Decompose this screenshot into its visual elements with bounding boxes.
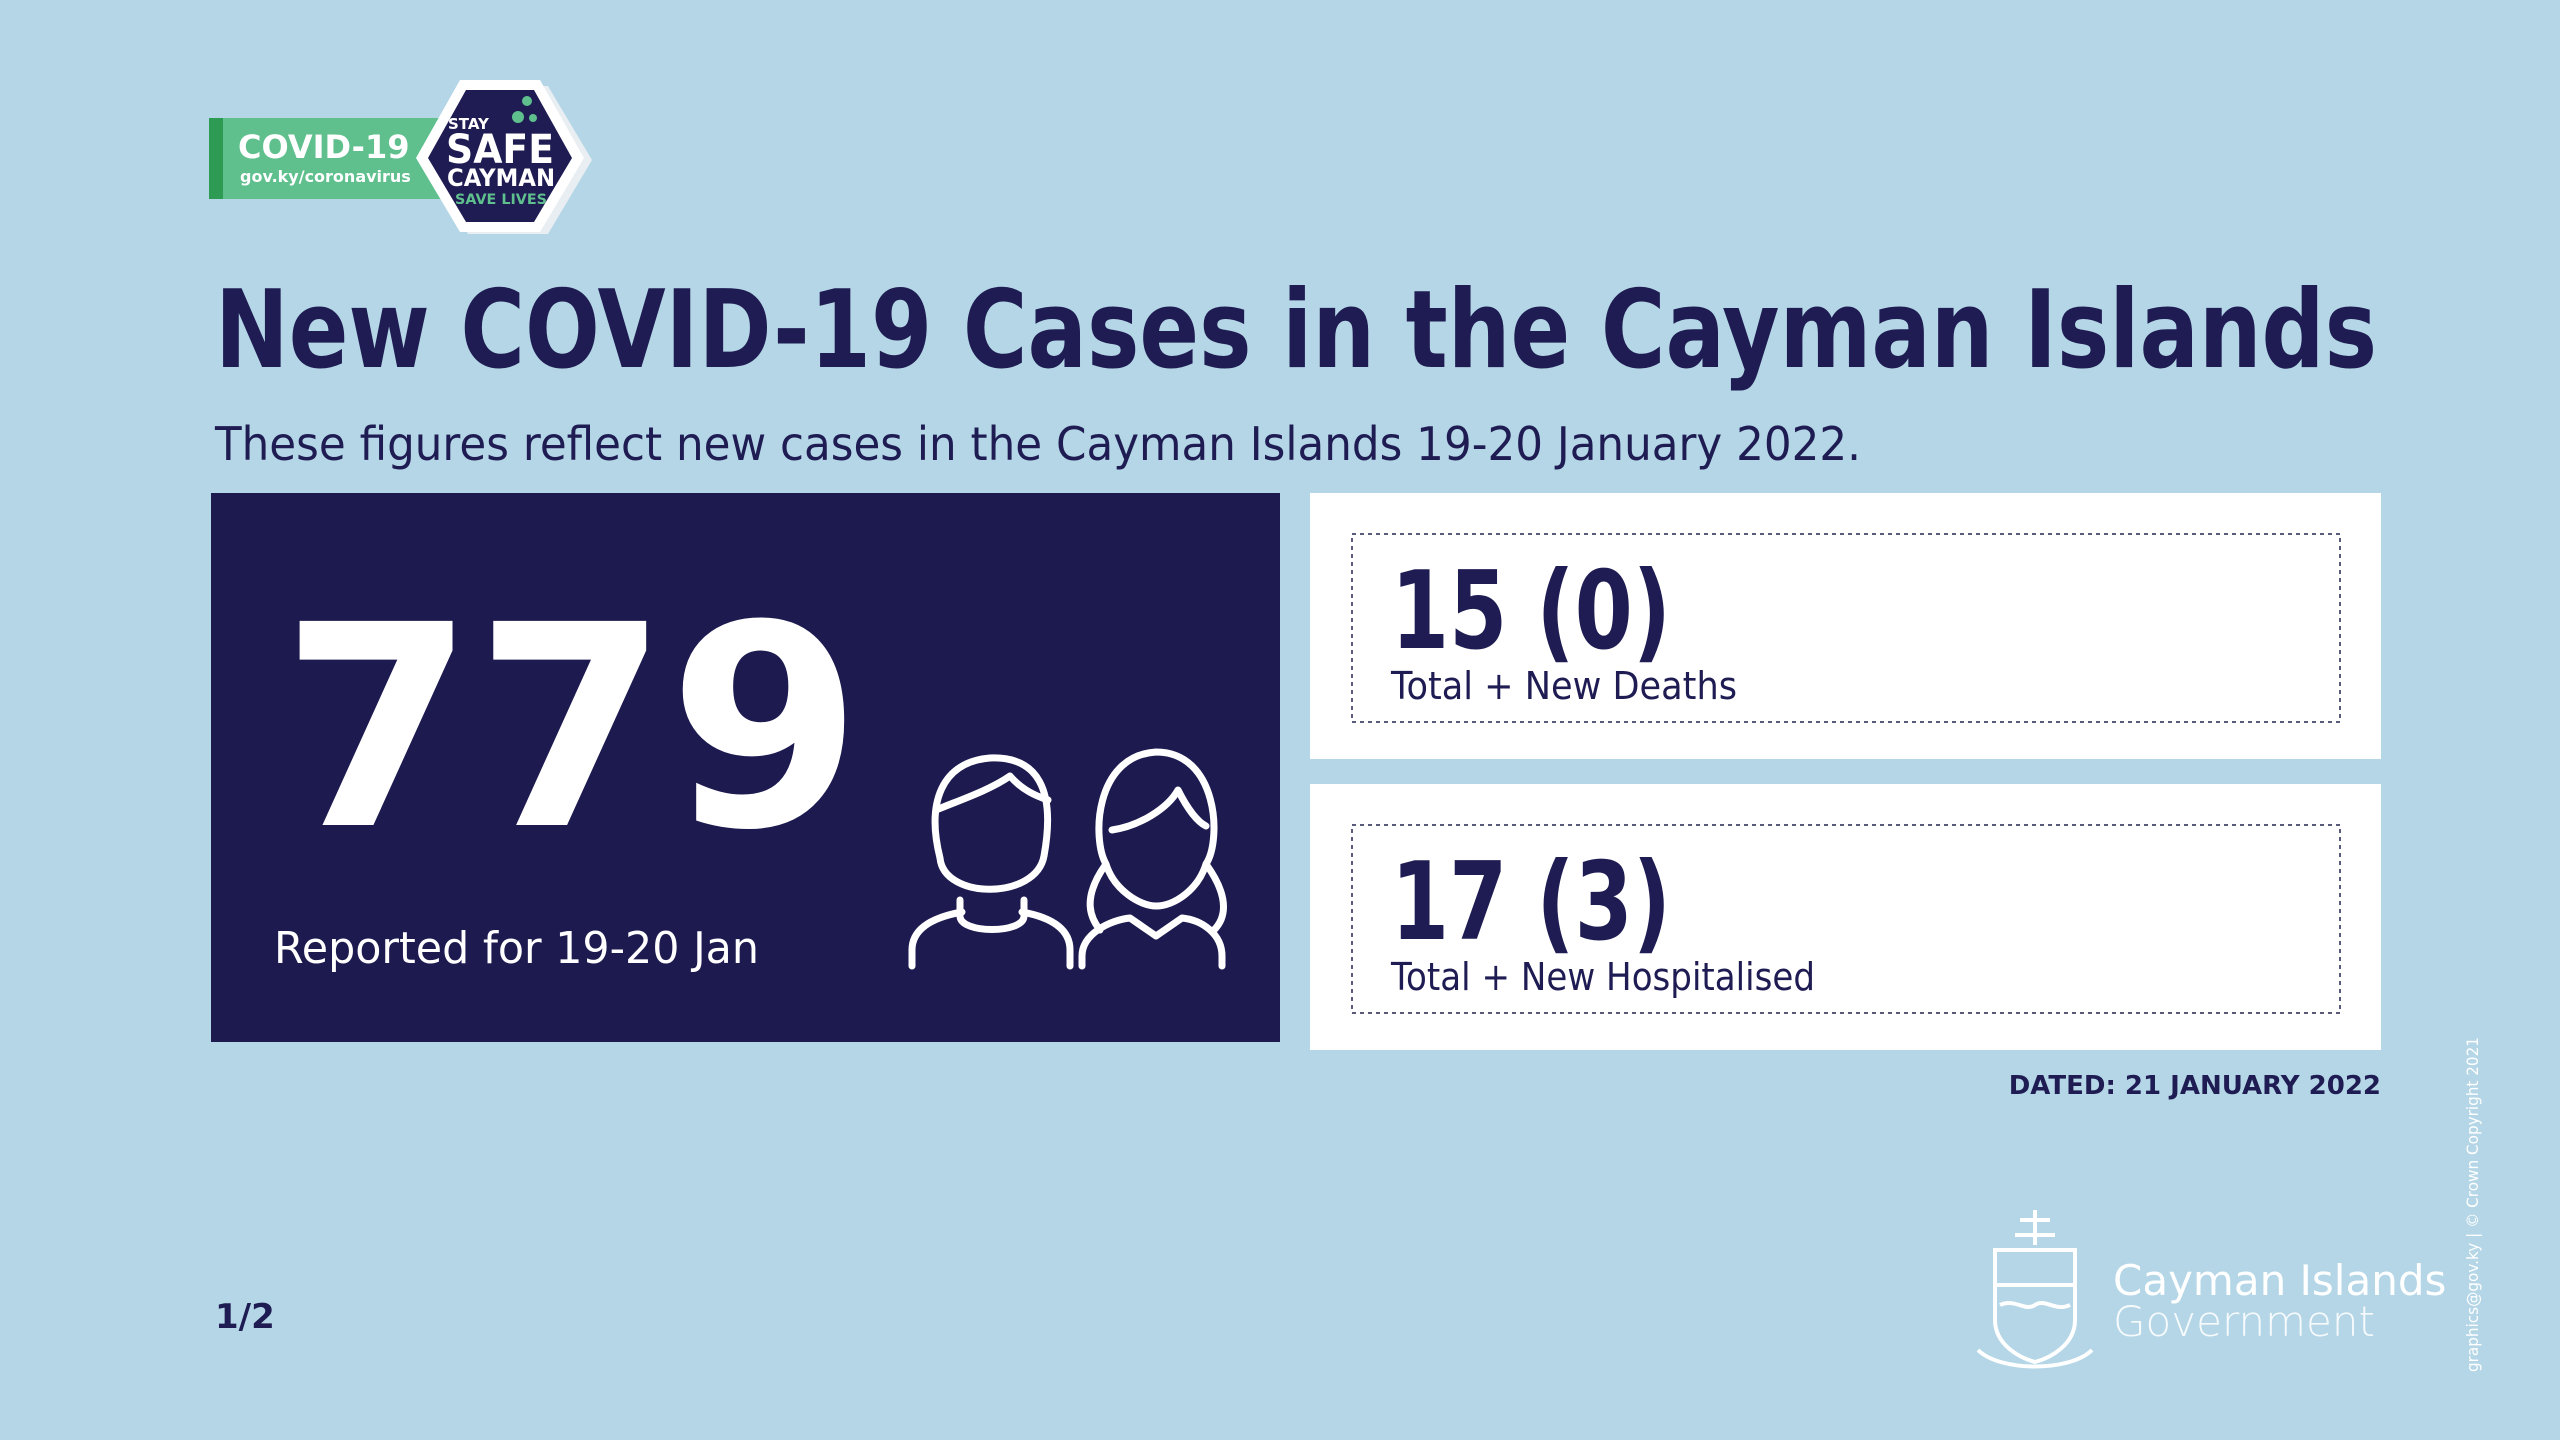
stat-caption: Total + New Hospitalised [1390,955,1815,999]
badge [428,90,572,222]
crest [1976,1210,2094,1369]
card-border [1351,824,2341,1014]
dated: DATED: 21 JANUARY 2022 [2009,1071,2381,1101]
badge-dot [529,114,537,122]
main-stat-value: 779 [281,566,862,892]
badge-text: SAVE LIVES [455,192,547,208]
main-stat-caption: Reported for 19-20 Jan [274,923,759,974]
card-border [1351,533,2341,723]
org-name: Government [2113,1297,2375,1346]
logo-url: gov.ky/coronavirus [240,167,411,186]
title: New COVID-19 Cases in the Cayman Islands [215,268,2377,393]
covid-logo: COVID-19 gov.ky/coronavirus STAY SAFE CA… [209,80,592,234]
card [1310,493,2381,759]
credit: graphics@gov.ky | © Crown Copyright 2021 [2463,1037,2482,1372]
stat-caption: Total + New Deaths [1390,664,1737,708]
page-number: 1/2 [215,1297,275,1337]
logo-stripe [209,118,223,199]
main-stat-panel [211,493,1280,1042]
logo-bar [223,118,441,199]
subtitle: These figures reflect new cases in the C… [214,417,1861,471]
badge-text: CAYMAN [447,164,555,192]
badge-text: SAFE [446,127,554,173]
logo-label: COVID-19 [238,128,409,166]
badge-dot [512,111,524,123]
badge-dot [522,96,532,106]
people-icon [908,748,1227,970]
stat-value: 15 (0) [1391,549,1671,674]
org-name: Cayman Islands [2113,1256,2446,1305]
badge-text: STAY [448,115,490,133]
card [1310,784,2381,1050]
stat-card: 17 (3) Total + New Hospitalised [1310,784,2381,1050]
stat-card: 15 (0) Total + New Deaths [1310,493,2381,759]
stat-value: 17 (3) [1391,840,1671,965]
